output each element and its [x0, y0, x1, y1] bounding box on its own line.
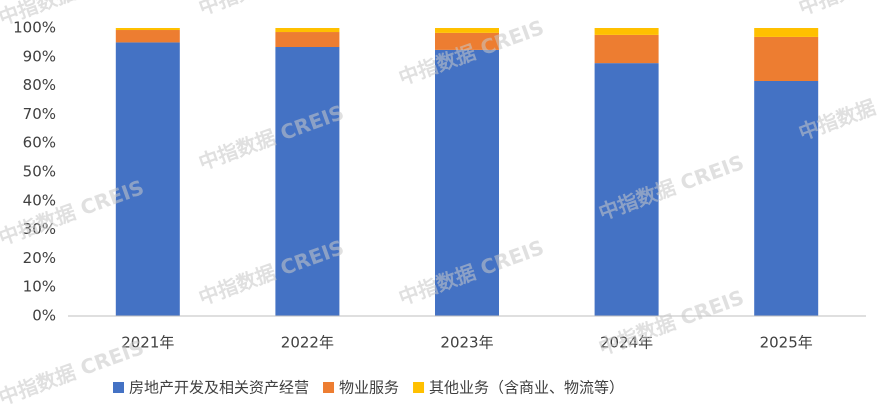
bar-segment [275, 32, 340, 48]
legend-label: 房地产开发及相关资产经营 [129, 379, 309, 397]
bar-segment [435, 32, 499, 50]
y-tick-label: 70% [23, 105, 56, 123]
bar-segment [594, 34, 659, 64]
y-tick-label: 30% [23, 220, 56, 238]
legend-label: 物业服务 [339, 379, 399, 397]
bar-segment [115, 42, 180, 317]
bar-segment [435, 49, 499, 316]
legend-swatch [413, 382, 425, 393]
y-tick-label: 20% [23, 249, 56, 267]
y-tick-label: 90% [23, 47, 56, 65]
watermark: 中指数据 CREIS [795, 0, 878, 20]
y-tick-label: 50% [23, 163, 56, 181]
y-tick-label: 40% [23, 191, 56, 209]
bar-segment [594, 63, 659, 316]
bar-segment [754, 80, 819, 316]
bar-segment [594, 28, 659, 35]
bar-segment [115, 28, 180, 31]
x-tick-label: 2021年 [121, 334, 174, 352]
bar-segment [435, 28, 499, 33]
y-tick-label: 0% [32, 307, 56, 325]
y-tick-label: 60% [23, 134, 56, 152]
x-tick-label: 2024年 [600, 334, 653, 352]
bar-segment [115, 30, 180, 43]
legend-label: 其他业务（含商业、物流等） [429, 379, 624, 397]
x-tick-label: 2025年 [760, 334, 813, 352]
legend-swatch [323, 382, 335, 393]
y-tick-label: 80% [23, 76, 56, 94]
y-tick-label: 10% [23, 278, 56, 296]
watermark: 中指数据 CREIS [195, 0, 347, 20]
x-tick-label: 2023年 [440, 334, 493, 352]
bar-segment [754, 28, 819, 37]
bar-segment [754, 36, 819, 81]
bar-segment [275, 47, 340, 317]
bar-segment [275, 28, 340, 33]
legend-swatch [113, 382, 124, 393]
watermark: 中指数据 CREIS [0, 335, 147, 410]
x-tick-label: 2022年 [281, 334, 334, 352]
y-tick-label: 100% [13, 19, 56, 37]
